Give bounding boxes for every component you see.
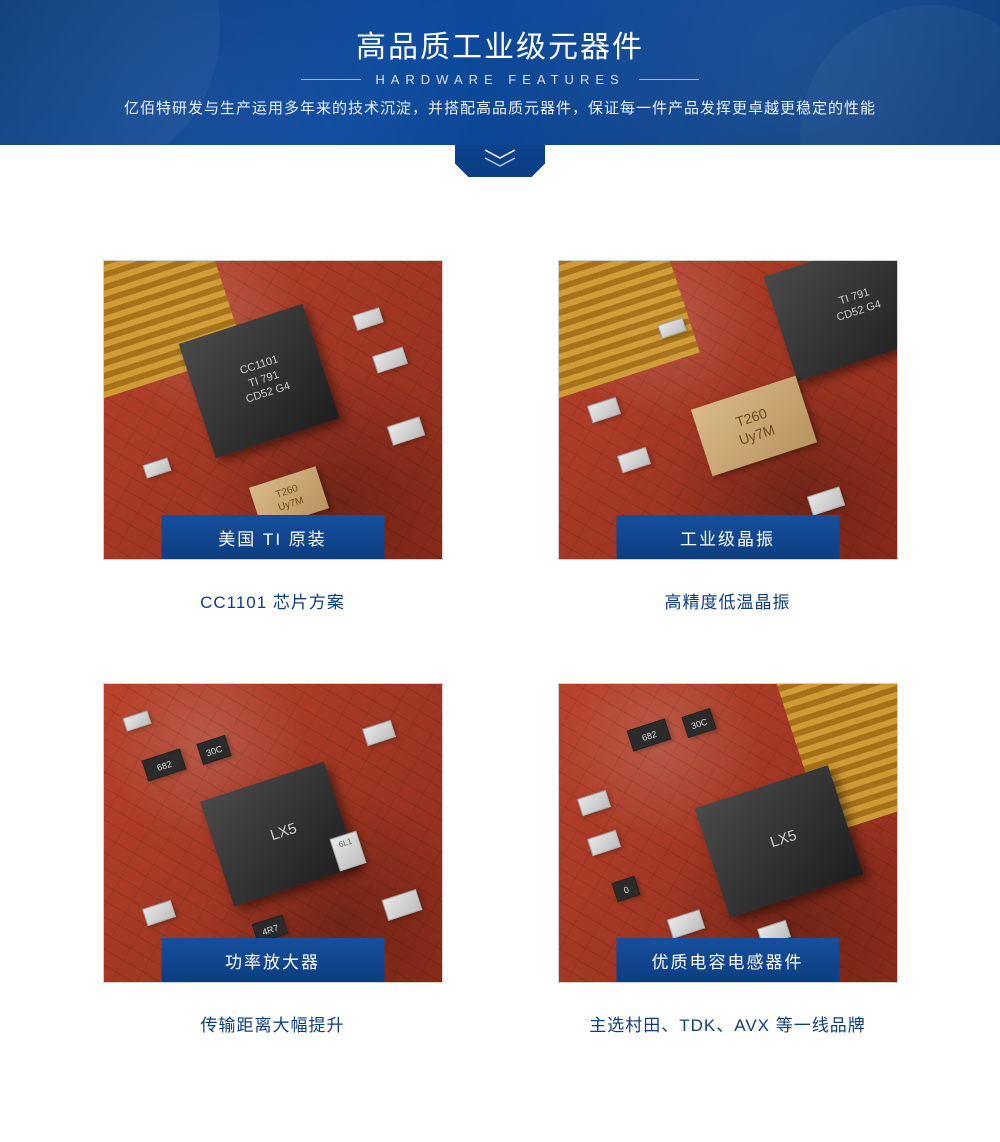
smd-label: 0 — [611, 876, 640, 902]
feature-card: LX5 682 30C 0 优质电容电感器件 主选村田、TDK、AVX 等一线品… — [555, 683, 900, 1036]
feature-caption: 传输距离大幅提升 — [100, 1011, 445, 1036]
feature-grid: CC1101 TI 791 CD52 G4 T260 Uy7M 美国 TI 原装… — [0, 190, 1000, 1076]
feature-thumb: LX5 682 30C 0 优质电容电感器件 — [558, 683, 898, 983]
feature-thumb: TI 791 CD52 G4 T260 Uy7M 工业级晶振 — [558, 260, 898, 560]
feature-badge: 优质电容电感器件 — [616, 938, 839, 983]
feature-caption: 主选村田、TDK、AVX 等一线品牌 — [555, 1011, 900, 1036]
smd-label: 30C — [681, 708, 716, 738]
smd-label: 682 — [626, 718, 671, 751]
feature-thumb: CC1101 TI 791 CD52 G4 T260 Uy7M 美国 TI 原装 — [103, 260, 443, 560]
feature-badge: 美国 TI 原装 — [161, 515, 384, 560]
hero-title: 高品质工业级元器件 — [0, 22, 1000, 66]
feature-card: TI 791 CD52 G4 T260 Uy7M 工业级晶振 高精度低温晶振 — [555, 260, 900, 613]
feature-caption: CC1101 芯片方案 — [100, 588, 445, 613]
hero-subtitle: HARDWARE FEATURES — [301, 72, 698, 87]
feature-badge: 功率放大器 — [161, 938, 384, 983]
feature-card: CC1101 TI 791 CD52 G4 T260 Uy7M 美国 TI 原装… — [100, 260, 445, 613]
feature-badge: 工业级晶振 — [616, 515, 839, 560]
hero-content: 高品质工业级元器件 HARDWARE FEATURES 亿佰特研发与生产运用多年… — [0, 0, 1000, 118]
feature-caption: 高精度低温晶振 — [555, 588, 900, 613]
chip-label: LX5 — [718, 810, 848, 869]
chevron-down-icon — [483, 148, 517, 168]
hero-header: 高品质工业级元器件 HARDWARE FEATURES 亿佰特研发与生产运用多年… — [0, 0, 1000, 190]
smd-label: 30C — [196, 735, 231, 765]
chip-label: LX5 — [223, 804, 343, 860]
smd-label: 682 — [141, 748, 186, 781]
feature-card: LX5 682 30C 4R7 6L1 功率放大器 传输距离大幅提升 — [100, 683, 445, 1036]
feature-thumb: LX5 682 30C 4R7 6L1 功率放大器 — [103, 683, 443, 983]
hero-description: 亿佰特研发与生产运用多年来的技术沉淀，并搭配高品质元器件，保证每一件产品发挥更卓… — [0, 97, 1000, 118]
